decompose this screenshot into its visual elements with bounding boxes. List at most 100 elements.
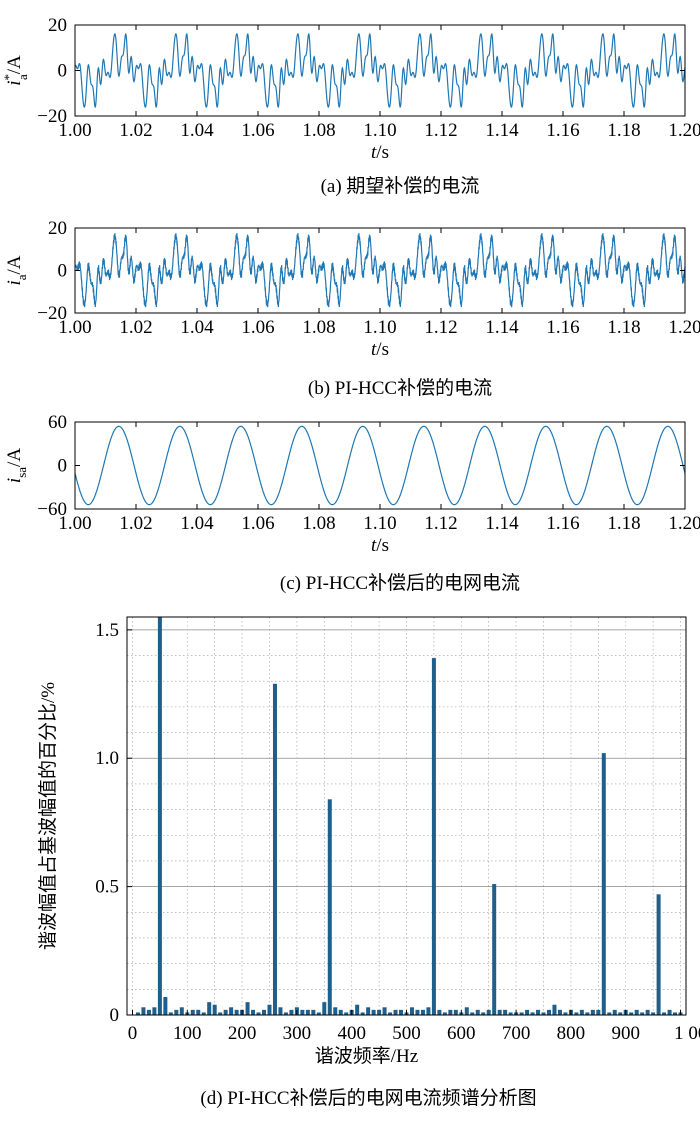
spectrum-bar [519, 1012, 524, 1015]
x-tick-label: 900 [611, 1023, 640, 1044]
x-tick-label: 600 [447, 1023, 476, 1044]
x-tick-label: 1.16 [546, 317, 579, 338]
time-plot-c: 1.00 1.02 1.04 1.06 1.08 1.10 1.12 1.14 1.16 1.18… [4, 412, 700, 594]
spectrum-bar [420, 1009, 425, 1015]
x-tick-label: 500 [392, 1023, 421, 1044]
spectrum-bar [470, 1012, 475, 1015]
x-tick-label: 1.18 [607, 513, 640, 534]
x-tick-label: 1.10 [363, 120, 396, 141]
spectrum-bar [135, 1012, 140, 1015]
x-tick-label: 1.16 [546, 513, 579, 534]
spectrum-bar [596, 1009, 601, 1015]
panel-caption: (d) PI-HCC补偿后的电网电流频谱分析图 [200, 1087, 536, 1109]
spectrum-bar [322, 1002, 327, 1015]
spectrum-bar [316, 1012, 321, 1015]
spectrum-bar [360, 1012, 365, 1015]
spectrum-bar [262, 1009, 267, 1015]
x-tick-label: 1.18 [607, 317, 640, 338]
spectrum-bar [245, 1002, 250, 1015]
spectrum-bar [618, 1012, 623, 1015]
spectrum-bar [207, 1002, 212, 1015]
spectrum-bar [629, 1012, 634, 1015]
y-tick-label: −20 [37, 303, 67, 324]
y-tick-label: 0.5 [95, 877, 119, 898]
x-tick-label: 1.02 [119, 317, 152, 338]
x-tick-label: 1.04 [180, 120, 214, 141]
spectrum-bar [283, 1012, 288, 1015]
spectrum-bar [146, 1009, 151, 1015]
x-tick-label: 1.06 [241, 513, 274, 534]
spectrum-bar [557, 1009, 562, 1015]
spectrum-bar [508, 1012, 513, 1015]
x-tick-label: 0 [128, 1023, 138, 1044]
spectrum-bar [327, 799, 332, 1015]
x-axis-label: t/s [371, 339, 389, 360]
x-tick-label: 1 000 [674, 1023, 700, 1044]
y-axis-label: ia/A [4, 255, 29, 285]
spectrum-bar [311, 1009, 316, 1015]
spectrum-bar [399, 1009, 404, 1015]
y-tick-label: 1.5 [95, 620, 119, 641]
spectrum-bar [168, 1012, 173, 1015]
spectrum-bar [251, 1009, 256, 1015]
x-axis-label: t/s [371, 535, 389, 556]
spectrum-bar [223, 1009, 228, 1015]
spectrum-bar [366, 1007, 371, 1015]
panel-caption: (c) PI-HCC补偿后的电网电流 [280, 572, 520, 594]
panel-caption: (b) PI-HCC补偿的电流 [308, 377, 492, 399]
x-tick-label: 100 [173, 1023, 202, 1044]
spectrum-bar [409, 1007, 414, 1015]
spectrum-bar [662, 1012, 667, 1015]
x-tick-label: 1.00 [58, 317, 91, 338]
spectrum-bar [497, 1009, 502, 1015]
x-tick-label: 1.20 [668, 513, 700, 534]
spectrum-bar [437, 1009, 442, 1015]
spectrum-bar [174, 1009, 179, 1015]
x-tick-label: 1.18 [607, 120, 640, 141]
y-tick-label: 0 [58, 61, 68, 82]
spectrum-plot: 0 100 200 300 400 500 600 700 800 900 1 000 0 0.5 1.0… [37, 616, 700, 1109]
spectrum-bar [431, 658, 436, 1015]
x-tick-label: 1.02 [119, 120, 152, 141]
spectrum-bar [563, 1012, 568, 1015]
x-tick-label: 1.00 [58, 513, 91, 534]
signal-trace [74, 233, 686, 308]
x-tick-label: 700 [502, 1023, 531, 1044]
y-tick-label: 60 [48, 412, 67, 433]
y-tick-label: −60 [37, 499, 67, 520]
spectrum-bar [272, 683, 277, 1015]
spectrum-bar [442, 1012, 447, 1015]
spectrum-bar [382, 1007, 387, 1015]
spectrum-bar [212, 1004, 217, 1015]
spectrum-bar [607, 1012, 612, 1015]
spectrum-bar [645, 1009, 650, 1015]
signal-trace [74, 425, 686, 506]
spectrum-bar [344, 1012, 349, 1015]
x-tick-label: 400 [337, 1023, 366, 1044]
y-tick-label: 20 [48, 15, 67, 36]
spectrum-bar [256, 1012, 261, 1015]
x-tick-label: 1.06 [241, 317, 274, 338]
spectrum-bar [300, 1009, 305, 1015]
x-tick-label: 1.14 [485, 120, 519, 141]
spectrum-bar [289, 1009, 294, 1015]
y-axis-label: i*a/A [1, 55, 30, 86]
spectrum-bar [673, 1012, 678, 1015]
x-tick-label: 1.12 [424, 120, 457, 141]
spectrum-bar [355, 1004, 360, 1015]
spectrum-bar [393, 1009, 398, 1015]
spectrum-bar [667, 1009, 672, 1015]
spectrum-bar [579, 1009, 584, 1015]
spectrum-bar [338, 1009, 343, 1015]
y-tick-label: 20 [48, 218, 67, 239]
x-tick-label: 200 [228, 1023, 257, 1044]
x-tick-label: 1.08 [302, 317, 335, 338]
spectrum-bar [546, 1009, 551, 1015]
spectrum-bar [481, 1012, 486, 1015]
spectrum-bar [448, 1009, 453, 1015]
x-axis-label: t/s [371, 142, 389, 163]
spectrum-bar [536, 1009, 541, 1015]
spectrum-bar [415, 1009, 420, 1015]
x-tick-label: 800 [557, 1023, 586, 1044]
